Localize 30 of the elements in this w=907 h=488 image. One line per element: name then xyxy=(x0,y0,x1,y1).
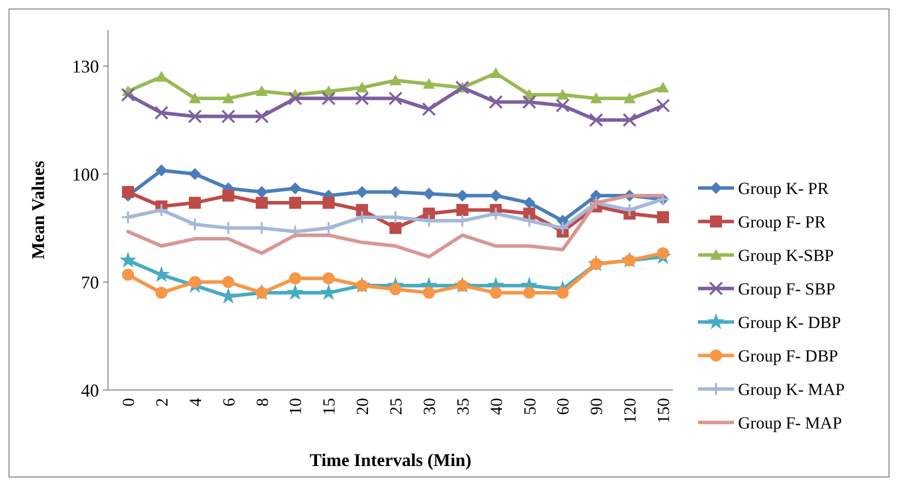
legend-label: Group F- MAP xyxy=(738,413,842,432)
x-tick-label: 120 xyxy=(620,398,640,424)
legend-label: Group F- DBP xyxy=(738,346,838,366)
x-tick-label: 30 xyxy=(420,398,439,415)
x-axis-title: Time Intervals (Min) xyxy=(310,450,472,470)
x-tick-label: 40 xyxy=(486,398,506,415)
x-tick-label: 90 xyxy=(587,398,606,415)
x-tick-label: 2 xyxy=(152,398,172,406)
x-tick-label: 25 xyxy=(386,398,406,415)
x-tick-label: 8 xyxy=(252,398,272,406)
x-tick-label: 20 xyxy=(353,398,372,415)
y-axis-title: Mean Values xyxy=(28,160,48,260)
legend-label: Group K- PR xyxy=(738,178,830,198)
x-tick-label: 6 xyxy=(219,398,238,406)
x-tick-label: 0 xyxy=(119,398,138,406)
y-tick-label: 130 xyxy=(72,56,99,76)
x-tick-label: 60 xyxy=(554,398,573,415)
legend-label: Group F- PR xyxy=(738,212,827,232)
legend-label: Group K- MAP xyxy=(738,380,845,399)
x-tick-label: 35 xyxy=(453,398,472,415)
x-tick-label: 150 xyxy=(654,398,673,424)
x-tick-label: 10 xyxy=(286,398,306,415)
y-tick-label: 100 xyxy=(72,164,99,184)
legend-label: Group F- SBP xyxy=(738,279,836,298)
legend-label: Group K- DBP xyxy=(738,312,841,332)
x-tick-label: 50 xyxy=(520,398,540,415)
y-tick-label: 70 xyxy=(81,272,99,292)
x-tick-label: 4 xyxy=(186,398,205,406)
x-tick-label: 15 xyxy=(320,398,339,415)
legend-label: Group K-SBP xyxy=(738,246,834,265)
